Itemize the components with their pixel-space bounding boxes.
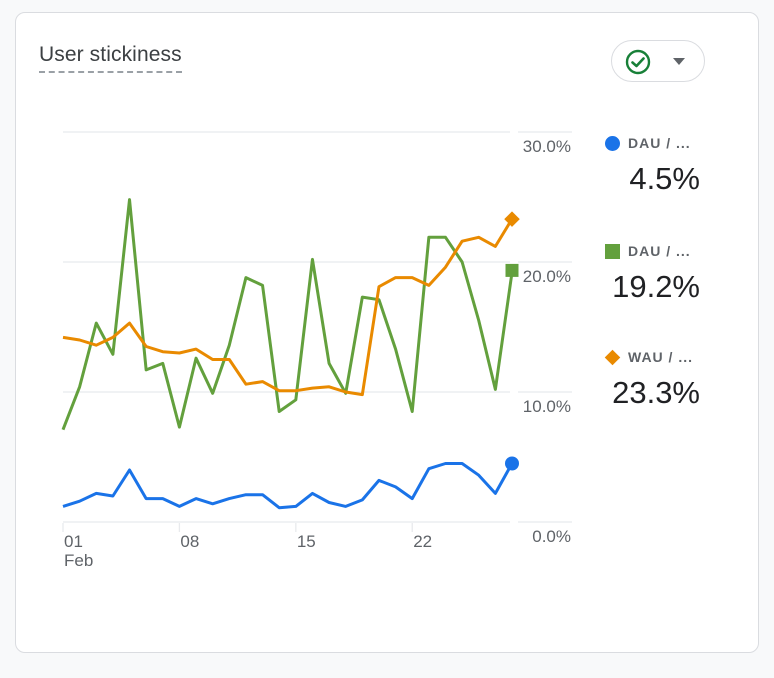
y-tick-label: 0.0%: [532, 527, 571, 546]
legend-diamond-icon: [604, 349, 621, 365]
legend-label: WAU / ...: [628, 349, 693, 365]
legend-item[interactable]: WAU / ... 23.3%: [604, 347, 700, 411]
y-axis: 0.0% 10.0% 20.0% 30.0%: [523, 137, 571, 546]
y-tick-label: 30.0%: [523, 137, 571, 156]
user-stickiness-card: [15, 12, 759, 653]
legend-label-row: WAU / ...: [604, 347, 700, 367]
legend-item[interactable]: DAU / ... 4.5%: [605, 133, 700, 197]
legend-label-row: DAU / ...: [605, 133, 700, 153]
x-tick-label: 01: [64, 532, 83, 551]
status-dropdown-button[interactable]: [611, 40, 705, 82]
legend-value: 4.5%: [629, 161, 700, 196]
series-line: [62, 462, 514, 510]
legend-item[interactable]: DAU / ... 19.2%: [605, 241, 700, 305]
x-tick-label: 15: [297, 532, 316, 551]
x-tick-label: 08: [180, 532, 199, 551]
legend-label: DAU / ...: [628, 135, 691, 151]
legend-value: 19.2%: [612, 269, 700, 304]
series-dau-mau: [61, 198, 519, 431]
legend-circle-icon: [605, 135, 620, 151]
y-tick-label: 20.0%: [523, 267, 571, 286]
gridlines: [63, 131, 572, 523]
y-tick-label: 10.0%: [523, 397, 571, 416]
series-wau-mau: [62, 211, 520, 397]
caret-down-icon: [673, 58, 685, 65]
legend-label-row: DAU / ...: [605, 241, 700, 261]
end-marker-circle: [505, 456, 519, 471]
series-line: [62, 218, 514, 397]
series-lines: [61, 198, 520, 510]
x-tick-label: 22: [413, 532, 432, 551]
end-marker-diamond: [504, 211, 520, 227]
legend-square-icon: [605, 243, 620, 259]
end-marker-square: [505, 263, 519, 277]
card-title[interactable]: User stickiness: [39, 43, 182, 73]
series-dau-wau: [62, 456, 519, 510]
legend-value: 23.3%: [612, 375, 700, 410]
series-line: [61, 198, 514, 431]
x-tick-sublabel: Feb: [64, 551, 93, 570]
legend-label: DAU / ...: [628, 243, 691, 259]
check-circle-icon: [625, 49, 651, 75]
